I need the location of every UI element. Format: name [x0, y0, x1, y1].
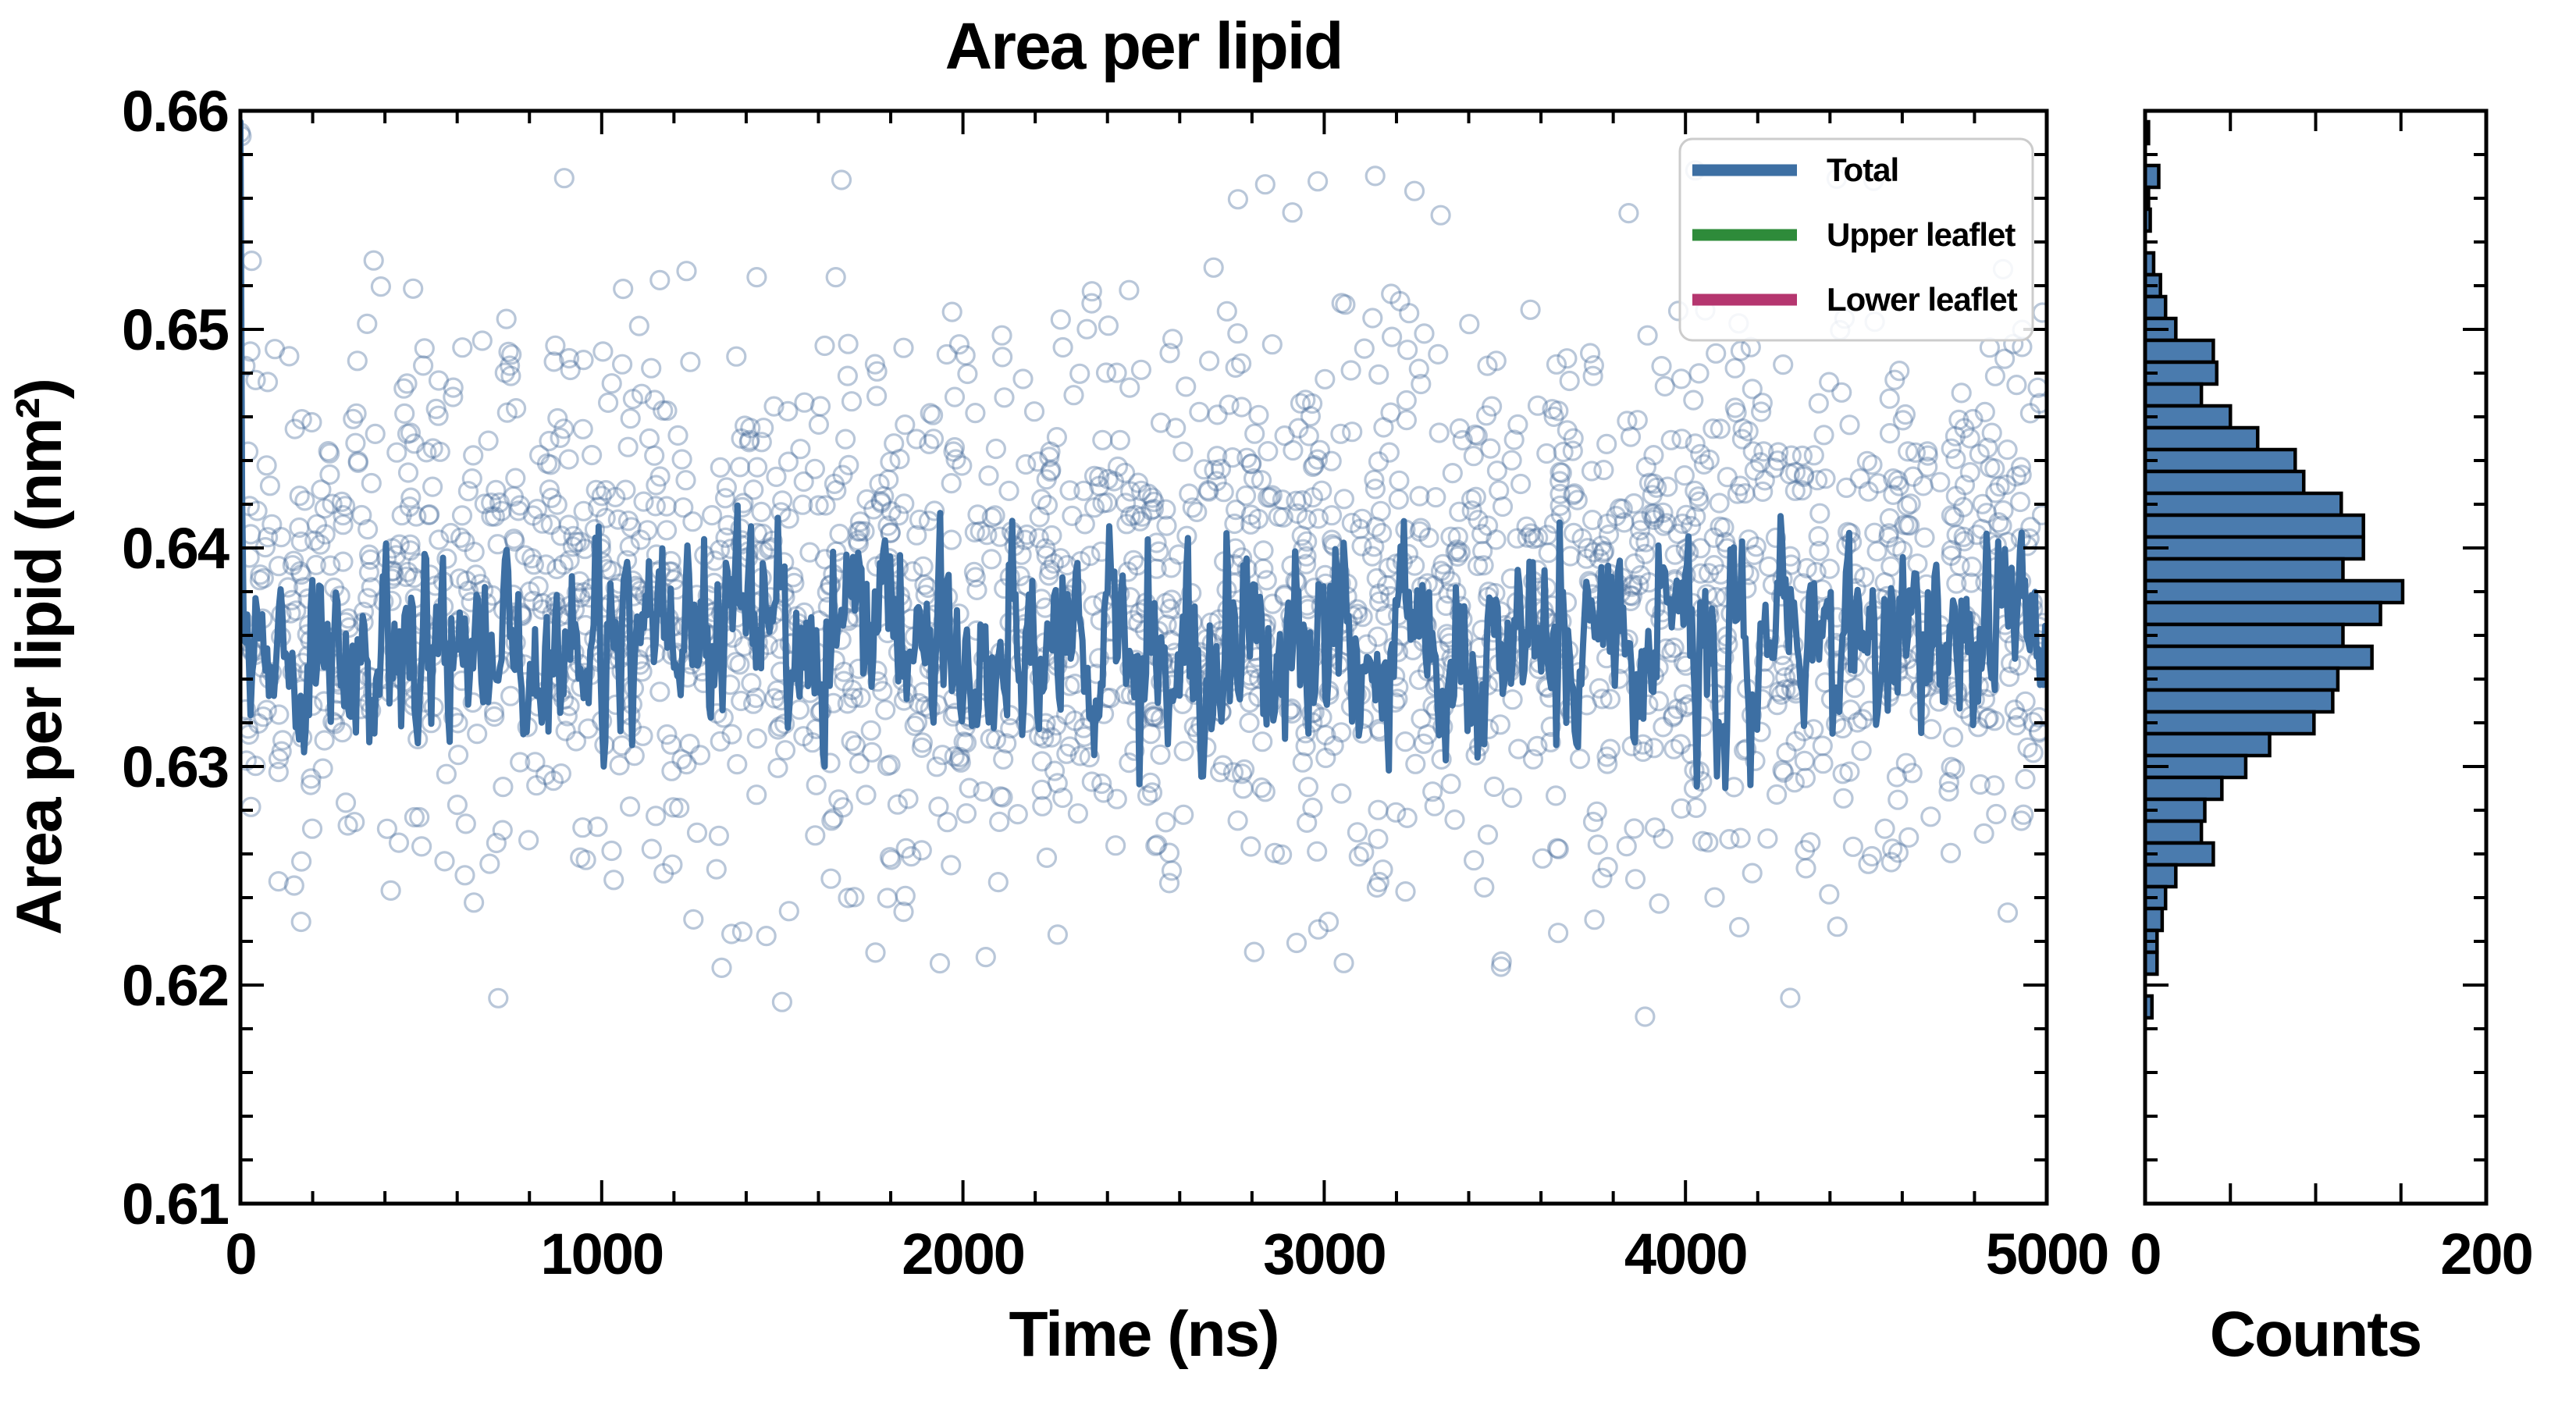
hist-bar	[2145, 688, 2335, 714]
hist-x-tick-label: 200	[2440, 1222, 2532, 1286]
hist-bar	[2145, 994, 2154, 1020]
x-tick-label: 4000	[1624, 1222, 1747, 1286]
y-tick-label: 0.64	[122, 516, 229, 581]
hist-bar	[2145, 863, 2178, 889]
hist-bar	[2145, 207, 2152, 233]
axes-spines-and-ticks	[238, 108, 2489, 1206]
hist-bar	[2145, 906, 2165, 933]
hist-bar	[2145, 491, 2343, 518]
hist-bar	[2145, 469, 2306, 496]
hist-bar	[2145, 731, 2272, 758]
hist-bar	[2145, 819, 2204, 845]
legend-label-lower-leaflet: Lower leaflet	[1827, 281, 2018, 318]
y-tick-label: 0.62	[122, 953, 228, 1018]
main-plot-spines	[238, 108, 2049, 1206]
legend-label-total: Total	[1827, 151, 1898, 188]
y-tick-label: 0.66	[122, 79, 228, 144]
hist-bar	[2145, 950, 2159, 976]
hist-bar	[2145, 425, 2260, 452]
hist-bar	[2145, 622, 2345, 649]
hist-bar	[2145, 841, 2215, 867]
hist-x-tick-label: 0	[2129, 1222, 2160, 1286]
total-line	[240, 119, 2047, 791]
y-tick-label: 0.65	[122, 297, 229, 362]
x-tick-label: 2000	[902, 1222, 1024, 1286]
hist-bar	[2145, 710, 2316, 736]
legend-label-upper-leaflet: Upper leaflet	[1827, 216, 2016, 253]
x-tick-label: 3000	[1263, 1222, 1386, 1286]
hist-bar	[2145, 644, 2374, 670]
hist-bar	[2145, 578, 2405, 605]
legend: Total Upper leaflet Lower leaflet	[1678, 137, 2034, 342]
hist-bar	[2145, 513, 2365, 539]
legend-box	[1678, 137, 2034, 342]
x-axis-label: Time (ns)	[1009, 1299, 1279, 1370]
hist-bar	[2145, 163, 2161, 190]
hist-bar	[2145, 338, 2215, 365]
hist-bar	[2145, 666, 2340, 692]
hist-x-axis-label: Counts	[2210, 1299, 2421, 1370]
hist-bar	[2145, 775, 2224, 802]
x-tick-label: 0	[225, 1222, 255, 1286]
hist-bar	[2145, 382, 2204, 408]
chart-title: Area per lipid	[945, 9, 1343, 83]
hist-bar	[2145, 294, 2168, 321]
hist-bar	[2145, 447, 2297, 474]
hist-bar	[2145, 404, 2233, 430]
y-axis-label: Area per lipid (nm²)	[4, 379, 75, 935]
tick-labels: 0 1000 2000 3000 4000 50000.610.620.630.640.6…	[122, 79, 2534, 1286]
x-tick-label: 5000	[1986, 1222, 2108, 1286]
hist-bar	[2145, 600, 2382, 627]
y-tick-label: 0.63	[122, 735, 228, 799]
x-tick-label: 1000	[540, 1222, 663, 1286]
histogram-bars	[2145, 119, 2405, 1020]
y-tick-label: 0.61	[122, 1172, 229, 1236]
hist-bar	[2145, 535, 2365, 561]
hist-bar	[2145, 557, 2345, 583]
